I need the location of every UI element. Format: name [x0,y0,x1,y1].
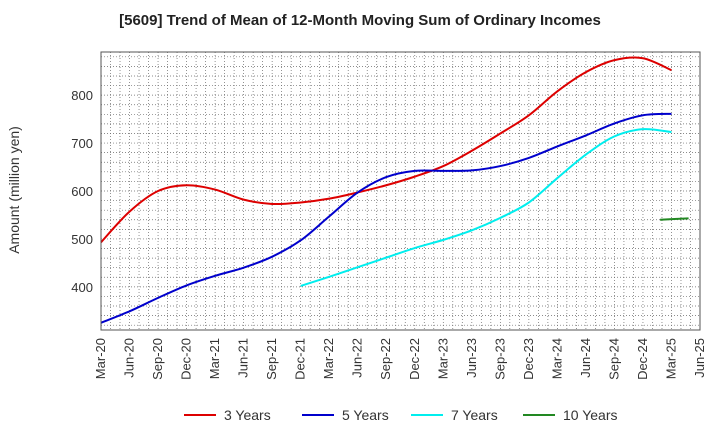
x-tick-label: Sep-22 [378,338,393,380]
grid-layer [101,52,700,330]
plot-frame [100,51,701,331]
x-tick-label: Dec-21 [293,338,308,380]
y-tick-label: 600 [71,184,93,199]
legend-label: 10 Years [563,407,618,423]
x-tick-label: Mar-21 [207,338,222,379]
y-tick-label: 500 [71,232,93,247]
legend-item-3-years: 3 Years [184,407,271,423]
axis-layer: 400 500 600 700 800 Mar-20 Jun-20 Sep-20 Dec-20 M… [71,88,707,380]
x-tick-label: Mar-22 [321,338,336,379]
x-tick-label: Sep-21 [264,338,279,380]
series-line-5-years [100,112,672,324]
x-tick-label: Jun-25 [692,338,707,378]
legend-item-5-years: 5 Years [302,407,389,423]
series-line-7-years [300,128,672,287]
x-tick-label: Sep-23 [492,338,507,380]
x-tick-label: Mar-23 [435,338,450,379]
y-tick-label: 700 [71,136,93,151]
x-tick-label: Dec-23 [521,338,536,380]
y-tick-label: 800 [71,88,93,103]
x-tick-label: Dec-24 [635,338,650,380]
series-layer [100,56,689,324]
x-tick-label: Sep-20 [150,338,165,380]
x-tick-label: Mar-20 [93,338,108,379]
x-tick-label: Jun-21 [236,338,251,378]
legend-label: 3 Years [224,407,271,423]
x-tick-label: Mar-24 [549,338,564,379]
series-line-10-years [660,217,689,221]
series-line-3-years [100,56,672,243]
y-tick-label: 400 [71,280,93,295]
y-axis-label: Amount (million yen) [6,126,22,254]
x-tick-label: Mar-25 [663,338,678,379]
legend-label: 7 Years [451,407,498,423]
x-tick-label: Sep-24 [606,338,621,380]
x-tick-label: Jun-22 [350,338,365,378]
legend-item-10-years: 10 Years [523,407,618,423]
x-tick-label: Jun-20 [122,338,137,378]
legend: 3 Years 5 Years 7 Years 10 Years [184,407,618,423]
legend-item-7-years: 7 Years [411,407,498,423]
x-tick-label: Dec-20 [179,338,194,380]
x-tick-label: Jun-23 [464,338,479,378]
x-tick-label: Jun-24 [578,338,593,378]
x-tick-label: Dec-22 [407,338,422,380]
legend-label: 5 Years [342,407,389,423]
chart-title: [5609] Trend of Mean of 12-Month Moving … [119,12,601,29]
